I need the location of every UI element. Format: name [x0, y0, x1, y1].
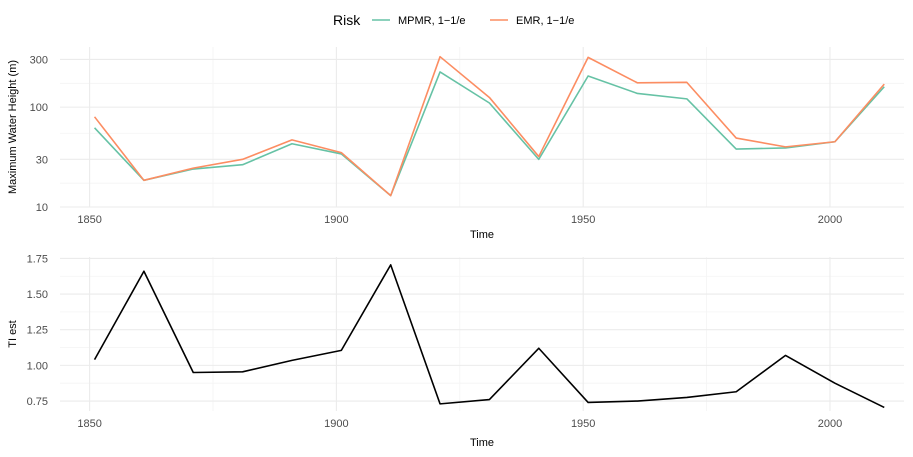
series-line-ti-0 — [93, 264, 885, 409]
x-axis-title: Time — [470, 437, 494, 449]
y-tick-label: 1.75 — [27, 253, 48, 265]
legend-title: Risk — [333, 12, 361, 28]
y-tick-label: 0.75 — [27, 396, 48, 408]
y-tick-label: 1.00 — [27, 360, 48, 372]
series-line-height-0 — [93, 71, 885, 197]
series-line-height-1 — [93, 55, 885, 197]
y-axis-title: TI est — [7, 320, 19, 348]
x-axis-title: Time — [470, 229, 494, 241]
legend: Risk MPMR, 1−1/e EMR, 1−1/e — [333, 12, 574, 28]
legend-label-emr: EMR, 1−1/e — [516, 15, 574, 27]
y-tick-label: 300 — [30, 54, 48, 66]
x-tick-label: 1850 — [77, 214, 101, 226]
y-tick-label: 30 — [36, 154, 48, 166]
x-tick-label: 1900 — [324, 418, 348, 430]
water-height-panel: 1850 1900 1950 2000 10 30 100 300 Time Maximum Wa… — [7, 47, 904, 241]
y-tick-label: 100 — [30, 102, 48, 114]
ti-est-panel: 1850 1900 1950 2000 0.75 1.00 1.25 1.50 1.75 Time… — [7, 253, 904, 449]
y-tick-label: 10 — [36, 202, 48, 214]
x-tick-label: 2000 — [818, 418, 842, 430]
x-tick-label: 2000 — [818, 214, 842, 226]
y-tick-label: 1.50 — [27, 289, 48, 301]
y-axis-title: Maximum Water Height (m) — [7, 60, 19, 194]
x-tick-label: 1900 — [324, 214, 348, 226]
y-tick-label: 1.25 — [27, 325, 48, 337]
x-tick-label: 1950 — [571, 214, 595, 226]
legend-label-mpmr: MPMR, 1−1/e — [398, 15, 466, 27]
x-tick-label: 1850 — [77, 418, 101, 430]
x-tick-label: 1950 — [571, 418, 595, 430]
